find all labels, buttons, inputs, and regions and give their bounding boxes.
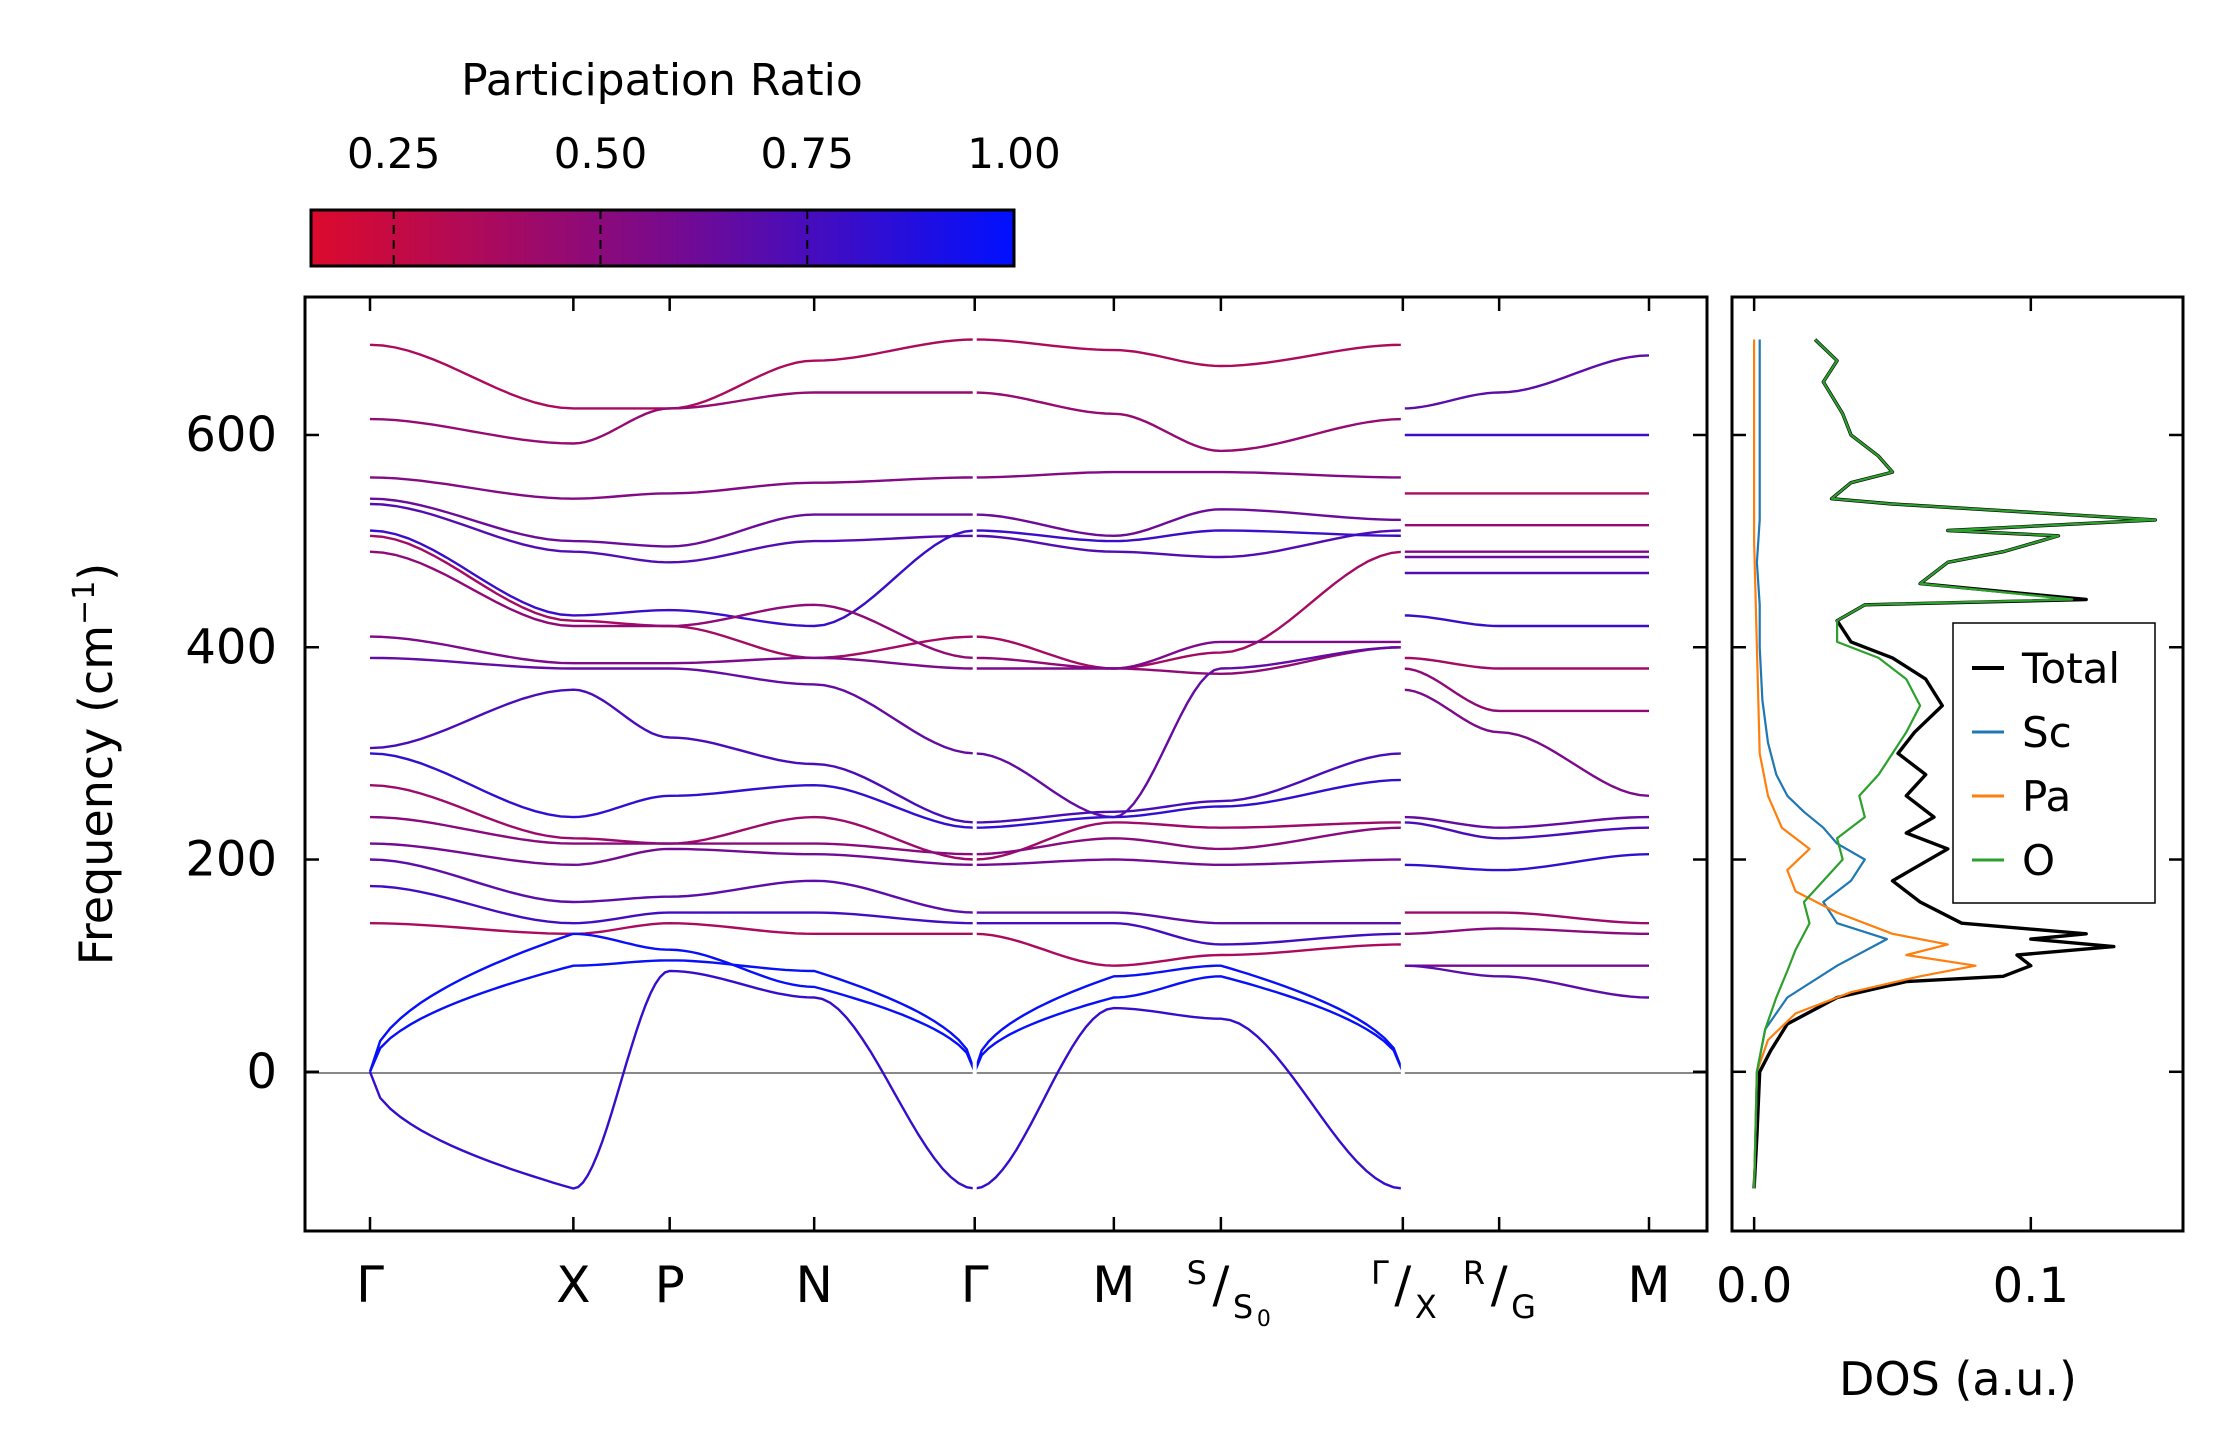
- x-tick-slash: /: [1394, 1256, 1411, 1314]
- phonon-band: [369, 502, 1403, 564]
- phonon-band: [369, 815, 1403, 856]
- phonon-band: [1402, 667, 1649, 713]
- acoustic-band: [368, 969, 1403, 1190]
- phonon-band: [1402, 354, 1650, 410]
- x-tick-sub: G: [1511, 1288, 1536, 1326]
- x-tick-subsub: 0: [1257, 1307, 1271, 1332]
- phonon-band: [1402, 688, 1650, 797]
- dos-x-axis-label: DOS (a.u.): [1839, 1352, 2077, 1406]
- colorbar-ticks: 0.25 0.50 0.75 1.00: [347, 129, 1061, 266]
- acoustic-band: [368, 932, 1404, 1075]
- y-tick-label: 0: [246, 1044, 277, 1100]
- phonon-band: [1402, 821, 1650, 840]
- x-tick-label: M: [1092, 1256, 1135, 1314]
- phonon-band: [369, 550, 1403, 676]
- legend-label: O: [2022, 836, 2055, 885]
- x-tick-label: M: [1627, 1256, 1670, 1314]
- x-tick-label: P: [655, 1256, 685, 1314]
- phonon-band: [369, 338, 1403, 410]
- x-tick-sup: R: [1463, 1254, 1485, 1292]
- dos-series-o: [1753, 338, 2157, 1189]
- phonon-band: [1402, 853, 1650, 872]
- colorbar-tick-label: 1.00: [967, 129, 1061, 178]
- x-tick-slash: /: [1212, 1256, 1229, 1314]
- dos-series-pa: [1753, 339, 1977, 1189]
- acoustic-band: [368, 959, 1404, 1076]
- x-tick-label-composite: R / G: [1463, 1254, 1536, 1326]
- x-tick-label: N: [795, 1256, 832, 1314]
- x-tick-label: Γ: [356, 1256, 384, 1314]
- colorbar-tick-label: 0.50: [554, 129, 648, 178]
- dos-x-tick-label: 0.1: [1993, 1258, 2069, 1314]
- phonon-band: [1402, 656, 1649, 670]
- y-tick-label: 400: [185, 619, 277, 675]
- legend-label: Total: [2021, 644, 2120, 693]
- phonon-band: [369, 921, 1403, 967]
- x-tick-label-composite: Γ / X: [1371, 1254, 1437, 1326]
- x-tick-sub: S: [1233, 1288, 1253, 1326]
- legend-label: Pa: [2022, 772, 2071, 821]
- y-tick-label: 200: [185, 832, 277, 888]
- phonon-band: [369, 752, 1403, 829]
- dos-series-sc: [1753, 339, 1888, 1189]
- colorbar-title: Participation Ratio: [461, 55, 863, 106]
- phonon-band: [1402, 927, 1649, 935]
- phonon-band: [1402, 964, 1650, 999]
- legend-label: Sc: [2022, 708, 2072, 757]
- colorbar-tick-label: 0.75: [760, 129, 854, 178]
- legend: Total Sc Pa O: [1952, 622, 2156, 904]
- x-tick-label: Γ: [961, 1256, 989, 1314]
- colorbar-gradient: [309, 208, 1016, 268]
- phonon-band: [369, 391, 1403, 453]
- dos-frame: [1730, 295, 2185, 1233]
- dos-x-tick-label: 0.0: [1716, 1258, 1792, 1314]
- phonon-band: [369, 635, 1403, 670]
- band-structure-frame: [303, 295, 1709, 1233]
- phonon-band: [1402, 815, 1650, 829]
- phonon-band: [369, 784, 1403, 861]
- y-axis-label: Frequency (cm−1): [67, 563, 123, 966]
- phonon-band: [369, 497, 1403, 548]
- bands-group: [368, 298, 1650, 1230]
- dos-axis-ticks: 0.0 0.1: [1716, 297, 2183, 1314]
- phonon-band: [369, 884, 1403, 946]
- x-tick-sub: X: [1415, 1288, 1437, 1326]
- phonon-band: [1402, 911, 1650, 925]
- x-tick-slash: /: [1491, 1256, 1508, 1314]
- phonon-band: [369, 646, 1403, 819]
- phonon-band: [1402, 614, 1649, 628]
- dos-panel: 0.0 0.1 DOS (a.u.) Total Sc Pa O: [1716, 295, 2185, 1406]
- phonon-band: [369, 534, 1403, 670]
- colorbar-tick-label: 0.25: [347, 129, 441, 178]
- phonon-band: [369, 858, 1403, 925]
- phonon-band: [369, 842, 1403, 867]
- y-tick-label: 600: [185, 407, 277, 463]
- x-tick-label-composite: S / S 0: [1187, 1254, 1271, 1332]
- dos-curves: [1752, 338, 2157, 1189]
- x-tick-sup: S: [1187, 1254, 1207, 1292]
- legend-items: Total Sc Pa O: [1972, 644, 2120, 885]
- x-tick-sup: Γ: [1371, 1254, 1389, 1292]
- phonon-band: [369, 688, 1403, 824]
- phonon-band: [369, 529, 1403, 628]
- colorbar: Participation Ratio 0.25 0.50 0.75 1.00: [309, 55, 1061, 268]
- x-tick-label: X: [556, 1256, 590, 1314]
- phonon-band: [369, 470, 1403, 500]
